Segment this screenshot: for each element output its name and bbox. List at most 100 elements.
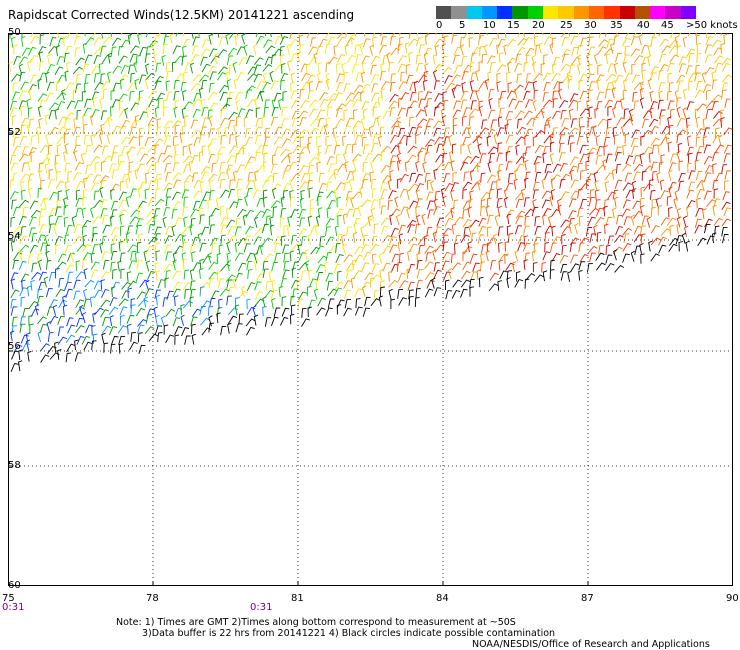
wind-barb	[702, 117, 708, 129]
wind-barb	[202, 255, 212, 264]
wind-barb	[342, 152, 348, 164]
wind-barb	[594, 107, 599, 119]
wind-barb	[103, 342, 109, 353]
wind-barb	[325, 226, 331, 237]
wind-barb	[247, 73, 258, 81]
wind-barb	[273, 126, 283, 136]
wind-barb	[351, 143, 357, 154]
wind-barb	[261, 116, 266, 127]
wind-barb	[688, 181, 696, 191]
wind-barb	[226, 154, 236, 164]
wind-barb	[397, 240, 403, 252]
wind-barb	[622, 54, 630, 64]
wind-barb	[154, 34, 161, 45]
wind-barb	[514, 278, 524, 288]
wind-barb	[409, 172, 416, 183]
wind-barb	[283, 225, 288, 236]
wind-barb	[723, 153, 731, 163]
wind-barb	[497, 280, 502, 291]
wind-barb	[557, 204, 562, 216]
wind-barb	[433, 38, 444, 47]
wind-barb	[143, 250, 148, 262]
wind-barb	[587, 46, 596, 56]
wind-barb	[118, 335, 126, 346]
wind-barb	[594, 180, 599, 192]
wind-barb	[246, 298, 251, 310]
wind-barb	[127, 64, 135, 75]
wind-barb	[9, 107, 18, 117]
wind-barb	[316, 264, 325, 273]
wind-barb	[137, 200, 147, 210]
wind-barb	[39, 208, 46, 218]
wind-barb	[615, 163, 622, 174]
wind-barb	[359, 42, 364, 54]
wind-barb	[460, 234, 470, 243]
wind-barb	[254, 151, 261, 162]
wind-barb	[265, 45, 276, 54]
wind-barb	[612, 207, 617, 219]
wind-barb	[424, 272, 435, 281]
wind-barb	[352, 159, 357, 171]
wind-barb	[13, 233, 21, 243]
wind-barb	[657, 99, 664, 110]
wind-barb	[37, 105, 43, 117]
wind-barb	[371, 92, 380, 102]
wind-barb	[234, 91, 244, 101]
wind-barb	[74, 47, 81, 57]
wind-barb	[370, 207, 376, 219]
wind-barb	[406, 135, 412, 146]
wind-barb	[549, 195, 554, 207]
wind-barb	[557, 88, 563, 100]
wind-barb	[82, 196, 88, 207]
wind-barb	[650, 65, 660, 75]
wind-barb	[84, 73, 91, 84]
y-tick-label: 52	[8, 127, 21, 138]
wind-barb	[327, 199, 336, 209]
wind-barb	[515, 144, 520, 156]
wind-barb	[102, 155, 113, 163]
wind-barb	[236, 46, 246, 56]
wind-barb	[271, 187, 277, 199]
wind-barb	[45, 71, 50, 83]
wind-barb	[64, 112, 75, 121]
wind-barb	[85, 173, 94, 183]
wind-barb	[350, 196, 355, 208]
wind-barb	[524, 81, 533, 91]
wind-barb	[107, 115, 112, 127]
wind-barb	[678, 160, 684, 171]
wind-barb	[62, 304, 68, 316]
wind-barb	[702, 208, 707, 220]
wind-barb	[516, 126, 527, 135]
wind-barb	[711, 39, 722, 48]
wind-barb	[695, 170, 703, 181]
wind-barb	[157, 332, 163, 343]
wind-barb	[370, 274, 381, 282]
wind-barb	[441, 115, 447, 127]
wind-barb	[252, 44, 258, 56]
wind-barb	[210, 237, 219, 247]
wind-barb	[704, 218, 713, 228]
wind-barb	[678, 172, 686, 182]
wind-barb	[355, 54, 362, 64]
wind-barb	[568, 210, 577, 219]
wind-barb	[61, 89, 66, 101]
wind-barb	[129, 33, 132, 39]
wind-barb	[361, 262, 370, 272]
wind-barb	[298, 129, 308, 138]
wind-barb	[712, 111, 723, 119]
wind-barb	[208, 48, 218, 58]
wind-barb	[291, 110, 300, 120]
legend-swatch	[466, 6, 482, 19]
wind-barb	[38, 61, 45, 72]
wind-barb	[666, 195, 672, 207]
wind-barb	[408, 183, 419, 192]
wind-barb	[236, 147, 246, 156]
wind-barb	[668, 206, 673, 218]
wind-barb	[301, 72, 310, 82]
wind-barb	[585, 160, 590, 171]
wind-barb	[273, 136, 283, 145]
wind-barb	[327, 36, 336, 46]
wind-barb	[364, 272, 374, 281]
wind-barb	[390, 227, 399, 237]
x-tick-label: 87	[581, 593, 594, 604]
